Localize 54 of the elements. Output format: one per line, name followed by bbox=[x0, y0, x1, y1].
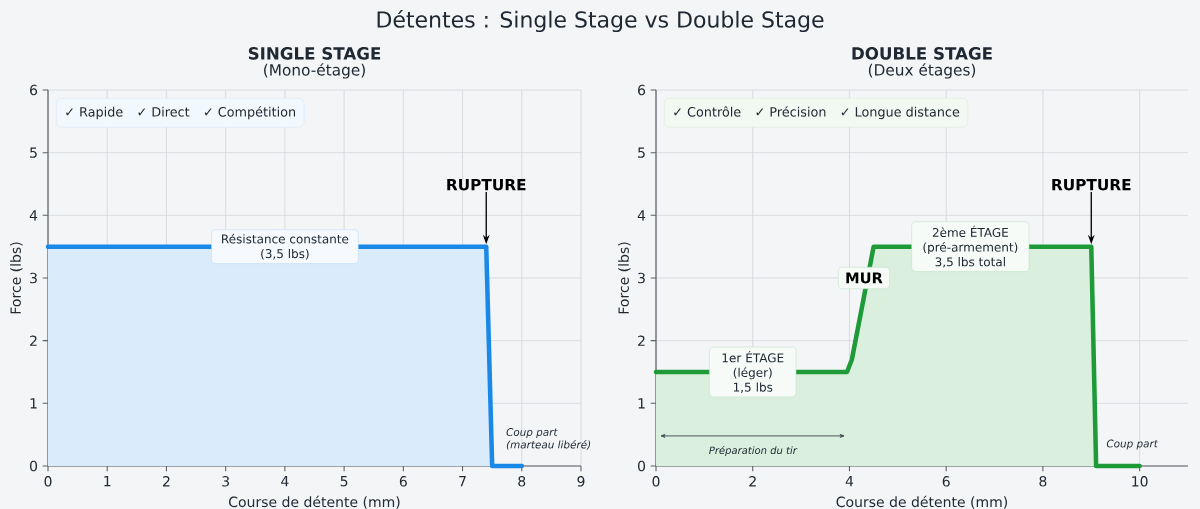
y-axis-title: Force (lbs) bbox=[10, 242, 23, 314]
x-tick-label: 1 bbox=[104, 476, 111, 487]
x-tick-label: 5 bbox=[340, 476, 348, 487]
x-tick-label: 0 bbox=[44, 476, 52, 487]
annotation: Préparation du tir bbox=[709, 445, 798, 456]
annotation: ✓ Compétition bbox=[204, 106, 296, 120]
y-tick-label: 2 bbox=[30, 335, 37, 346]
y-tick-label: 3 bbox=[30, 272, 37, 284]
chart-title: SINGLE STAGE bbox=[248, 47, 381, 60]
y-tick-label: 4 bbox=[29, 210, 38, 221]
annotation: Coup part bbox=[1106, 439, 1159, 450]
chart-title: DOUBLE STAGE bbox=[852, 47, 992, 60]
y-tick-label: 5 bbox=[30, 147, 37, 158]
x-tick-label: 3 bbox=[222, 476, 229, 487]
annotation: ✓ Direct bbox=[138, 106, 190, 117]
chart-subtitle: (Deux étages) bbox=[868, 63, 976, 79]
x-tick-label: 9 bbox=[577, 476, 585, 487]
annotation: MUR bbox=[846, 272, 883, 284]
x-tick-label: 10 bbox=[1132, 476, 1148, 487]
y-tick-label: 2 bbox=[638, 335, 645, 346]
y-axis-title: Force (lbs) bbox=[618, 242, 631, 314]
y-tick-label: 3 bbox=[638, 272, 645, 284]
annotation: ✓ Rapide bbox=[66, 106, 123, 120]
annotation: RUPTURE bbox=[1052, 179, 1131, 191]
annotation: RUPTURE bbox=[447, 179, 526, 191]
x-tick-label: 6 bbox=[399, 476, 407, 487]
x-axis-title: Course de détente (mm) bbox=[229, 495, 400, 509]
x-tick-label: 6 bbox=[942, 476, 950, 487]
y-tick-label: 6 bbox=[638, 84, 646, 96]
x-tick-label: 4 bbox=[845, 476, 854, 487]
y-tick-label: 0 bbox=[29, 460, 38, 472]
x-tick-label: 8 bbox=[518, 476, 526, 487]
x-tick-label: 0 bbox=[652, 476, 660, 487]
annotation: ✓ Longue distance bbox=[841, 106, 960, 120]
annotation: 1er ÉTAGE (léger) 1,5 lbs bbox=[722, 351, 784, 393]
annotation: 2ème ÉTAGE (pré-armement) 3,5 lbs total bbox=[923, 225, 1018, 268]
x-tick-label: 2 bbox=[749, 476, 756, 487]
x-tick-label: 8 bbox=[1039, 476, 1047, 487]
y-tick-label: 0 bbox=[637, 460, 646, 472]
y-tick-label: 6 bbox=[30, 84, 38, 96]
annotation: Résistance constante (3,5 lbs) bbox=[222, 233, 349, 260]
annotation: ✓ Précision bbox=[756, 106, 826, 117]
x-tick-label: 4 bbox=[281, 476, 289, 487]
y-tick-label: 1 bbox=[638, 398, 645, 409]
x-axis-title: Course de détente (mm) bbox=[836, 495, 1008, 509]
x-tick-label: 2 bbox=[163, 476, 170, 487]
annotation: Coup part (marteau libéré) bbox=[506, 428, 591, 450]
chart-subtitle: (Mono-étage) bbox=[264, 63, 365, 79]
annotation: ✓ Contrôle bbox=[674, 106, 741, 117]
x-tick-label: 7 bbox=[459, 476, 466, 487]
y-tick-label: 5 bbox=[638, 147, 645, 158]
y-tick-label: 1 bbox=[30, 398, 37, 409]
text: Détentes : Single Stage vs Double Stage bbox=[377, 9, 824, 33]
y-tick-label: 4 bbox=[637, 210, 646, 221]
